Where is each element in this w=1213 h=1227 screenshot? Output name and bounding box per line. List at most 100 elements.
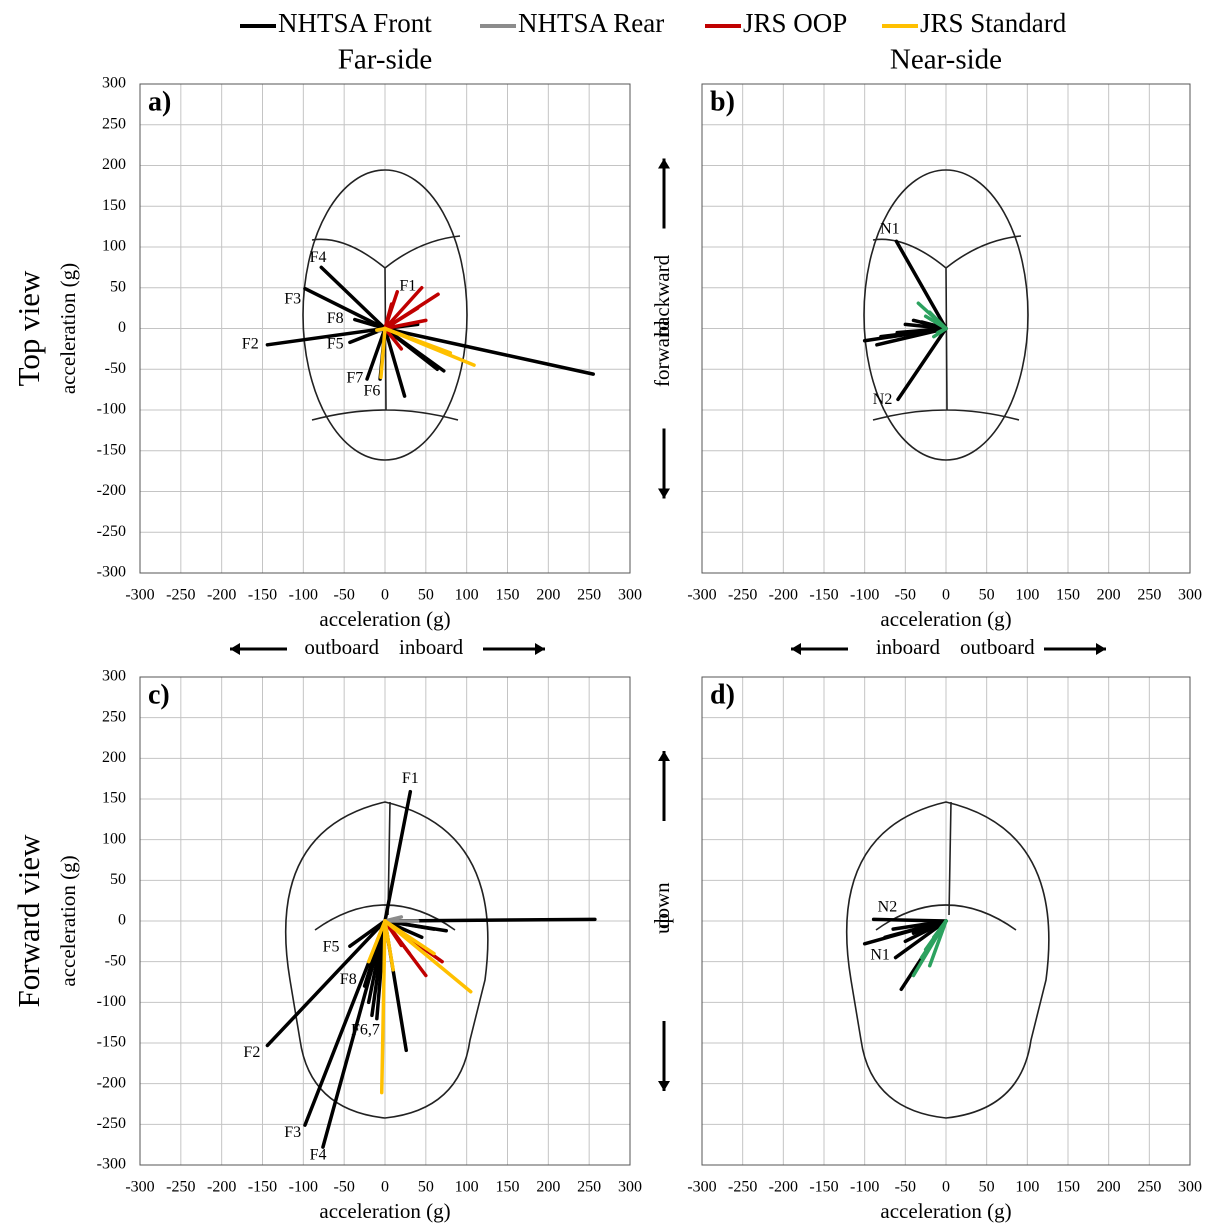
vector (891, 919, 948, 931)
vector-label: F5 (327, 335, 344, 352)
direction-label: outboard (304, 635, 379, 659)
plot-frame (139, 83, 631, 574)
x-tick-label: 200 (1097, 587, 1121, 604)
x-tick-label: -50 (334, 1179, 355, 1196)
vector-label: N2 (878, 899, 898, 916)
x-tick-label: 0 (381, 1179, 389, 1196)
vector (383, 919, 395, 972)
y-axis-label: acceleration (g) (56, 263, 80, 394)
x-tick-label: -50 (895, 587, 916, 604)
vector (896, 326, 948, 402)
vector (932, 919, 948, 940)
x-tick-label: 150 (496, 587, 520, 604)
vector-label: F4 (310, 1147, 327, 1164)
direction-label: inboard (876, 635, 941, 659)
y-tick-label: 50 (110, 278, 126, 295)
grids (139, 83, 1191, 1166)
vector (879, 326, 948, 339)
x-tick-label: 300 (618, 587, 642, 604)
vector (383, 326, 453, 355)
y-tick-label: -300 (97, 1156, 126, 1173)
vector-label: F8 (340, 971, 357, 988)
panel-label: c) (148, 679, 170, 710)
vector (265, 326, 387, 347)
vector (383, 326, 446, 373)
x-tick-label: 150 (1056, 1179, 1080, 1196)
x-tick-label: 150 (1056, 587, 1080, 604)
y-tick-label: 100 (102, 238, 126, 255)
x-tick-label: -250 (728, 587, 757, 604)
x-tick-label: 250 (577, 1179, 601, 1196)
vector-label: N2 (873, 391, 893, 408)
x-tick-label: 300 (618, 1179, 642, 1196)
plot-frame (701, 83, 1191, 574)
vector (366, 919, 387, 1005)
y-tick-label: -100 (97, 993, 126, 1010)
arrow-head (658, 751, 670, 761)
arrow-head (658, 1081, 670, 1091)
y-tick-label: 200 (102, 156, 126, 173)
vector (936, 326, 948, 335)
y-tick-label: 200 (102, 749, 126, 766)
y-axis-label: acceleration (g) (56, 855, 80, 986)
x-tick-label: 100 (455, 1179, 479, 1196)
direction-label: outboard (960, 635, 1035, 659)
skull-sutures (872, 235, 1022, 421)
y-tick-label: -250 (97, 1115, 126, 1132)
y-tick-label: -250 (97, 523, 126, 540)
vector-label: N1 (870, 947, 890, 964)
x-tick-label: -100 (850, 1179, 879, 1196)
skull-front (284, 801, 489, 1119)
y-tick-label: -150 (97, 1034, 126, 1051)
x-tick-label: -100 (289, 1179, 318, 1196)
vector (379, 326, 387, 380)
vector-label: F6 (363, 383, 380, 400)
row-label: Top view (11, 270, 46, 386)
x-tick-label: 0 (381, 587, 389, 604)
arrow-head (230, 643, 240, 655)
y-tick-label: -200 (97, 482, 126, 499)
arrow-head (658, 158, 670, 169)
vector-label: F1 (402, 770, 419, 787)
x-tick-label: 50 (979, 587, 995, 604)
vector-label: F3 (284, 291, 301, 308)
x-tick-label: -300 (125, 1179, 154, 1196)
legend-label: NHTSA Front (278, 8, 432, 38)
panel-label: d) (710, 679, 735, 710)
plot-frame (139, 676, 631, 1166)
y-tick-label: 150 (102, 790, 126, 807)
x-tick-label: -150 (809, 1179, 838, 1196)
x-tick-label: 50 (979, 1179, 995, 1196)
x-axis-label: acceleration (g) (880, 607, 1011, 631)
x-tick-label: -300 (687, 587, 716, 604)
vector (383, 326, 595, 376)
vector-label: F8 (327, 310, 344, 327)
vector-label: F5 (323, 939, 340, 956)
x-tick-label: -150 (809, 587, 838, 604)
x-tick-label: 0 (942, 587, 950, 604)
y-tick-label: 300 (102, 668, 126, 685)
labels: -300 -250 -200 -150 -100 -50 0 50 100 150 200 250 30… (11, 8, 1202, 1223)
skull-outline (302, 169, 468, 461)
vector (265, 919, 387, 1048)
x-tick-label: 100 (455, 587, 479, 604)
direction-label: down (650, 882, 674, 929)
x-tick-label: -250 (166, 587, 195, 604)
column-title: Near-side (890, 44, 1002, 76)
x-tick-label: 300 (1178, 587, 1202, 604)
x-tick-label: -100 (850, 587, 879, 604)
vector (353, 317, 387, 331)
vector-label: F6,7 (351, 1021, 380, 1038)
vector (383, 919, 436, 956)
x-tick-label: 50 (418, 1179, 434, 1196)
x-tick-label: 100 (1015, 587, 1039, 604)
legend-label: JRS OOP (743, 8, 847, 38)
x-tick-label: -200 (769, 1179, 798, 1196)
vector (383, 286, 424, 331)
y-tick-label: 100 (102, 830, 126, 847)
y-tick-label: 250 (102, 115, 126, 132)
x-tick-label: 50 (418, 587, 434, 604)
vector (383, 326, 404, 351)
vector-label: F7 (346, 370, 363, 387)
